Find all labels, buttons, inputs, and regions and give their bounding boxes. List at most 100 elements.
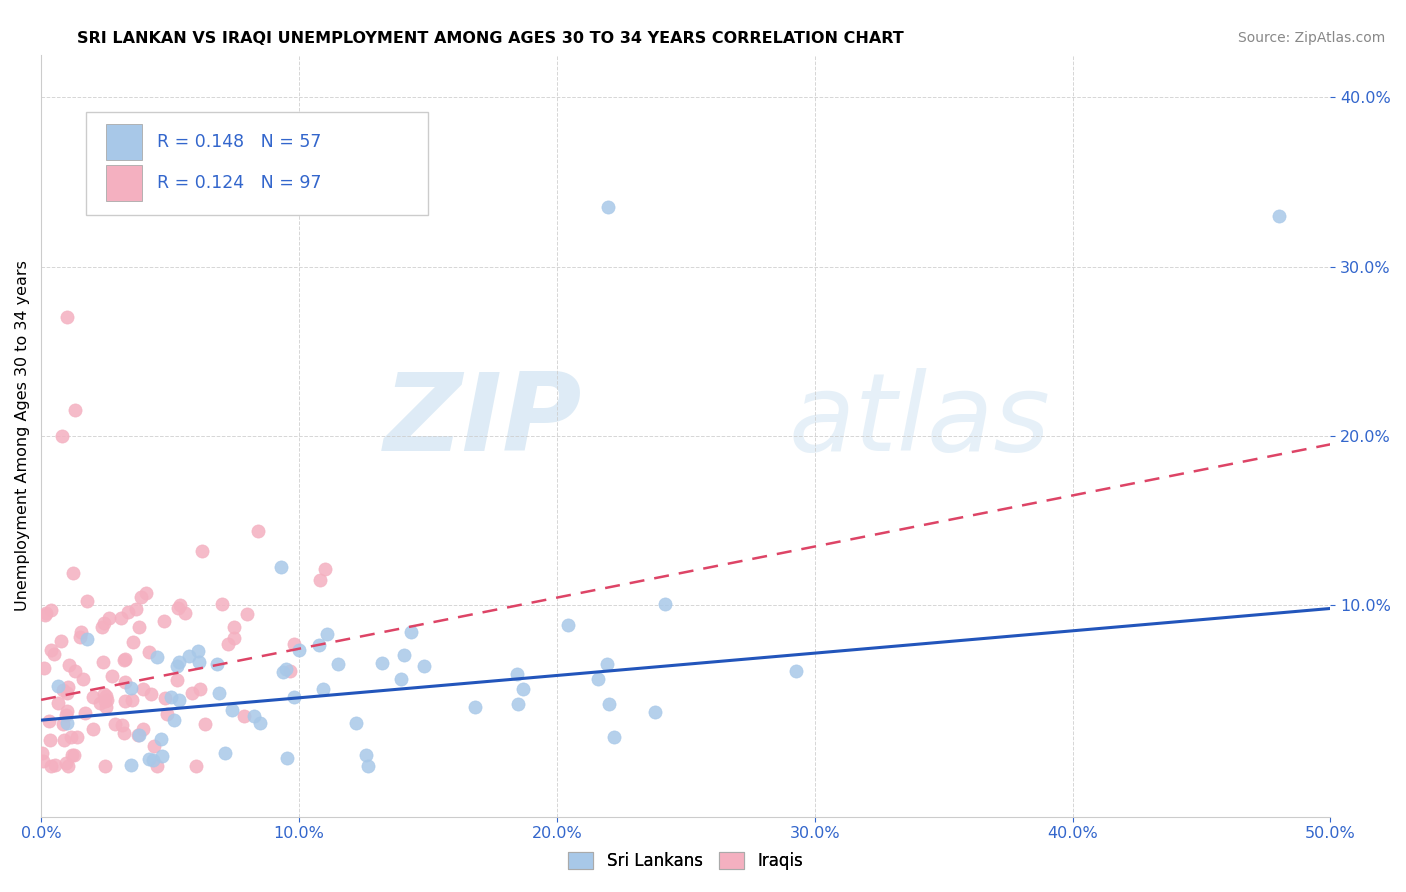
Point [39,643,62,657]
Point [153,691,176,706]
Point [314,562,336,576]
Legend: Sri Lankans, Iraqis: Sri Lankans, Iraqis [561,846,810,877]
Point [181,686,204,700]
Point [512,682,534,697]
Point [308,573,330,587]
Point [112,653,135,667]
Point [247,524,270,538]
Point [110,610,132,624]
Point [142,753,165,767]
Point [785,665,807,679]
Point [122,635,145,649]
Point [150,732,173,747]
Point [188,681,211,696]
Point [46,696,69,710]
Point [129,590,152,604]
Point [167,655,190,669]
Point [166,673,188,687]
Point [278,664,301,678]
Text: R = 0.124   N = 97: R = 0.124 N = 97 [157,174,322,192]
Point [1268,209,1291,223]
Point [104,717,127,731]
Point [44,758,66,772]
Point [55,685,77,699]
Y-axis label: Unemployment Among Ages 30 to 34 years: Unemployment Among Ages 30 to 34 years [15,260,30,611]
Point [38,714,60,728]
Point [596,657,619,671]
Point [52,683,75,698]
Point [401,625,423,640]
Point [94,694,117,708]
Point [58,658,80,673]
Point [73,706,96,721]
Point [128,619,150,633]
Text: atlas: atlas [789,368,1050,473]
Point [274,662,297,676]
Point [55,716,77,731]
Point [644,705,666,719]
Point [34,608,56,623]
Point [72,672,94,686]
Point [60,730,83,744]
Text: Source: ZipAtlas.com: Source: ZipAtlas.com [1237,31,1385,45]
Point [56,310,79,325]
Point [70,625,93,640]
Point [143,739,166,754]
Point [283,637,305,651]
Point [243,708,266,723]
Point [127,728,149,742]
Point [221,703,243,717]
Point [132,722,155,736]
Point [93,615,115,630]
Point [138,645,160,659]
Point [270,560,292,574]
Point [96,699,118,714]
Point [389,672,412,686]
Point [214,746,236,760]
Point [114,651,136,665]
Point [236,607,259,621]
Point [233,709,256,723]
Point [357,759,380,773]
Point [35,606,58,620]
Point [184,759,207,773]
Point [162,713,184,727]
Point [146,759,169,773]
Point [128,728,150,742]
Point [271,665,294,680]
Text: SRI LANKAN VS IRAQI UNEMPLOYMENT AMONG AGES 30 TO 34 YEARS CORRELATION CHART: SRI LANKAN VS IRAQI UNEMPLOYMENT AMONG A… [77,31,904,46]
Point [55,756,77,770]
Point [208,686,231,700]
Point [41,603,63,617]
Point [276,751,298,765]
Point [121,693,143,707]
Point [111,718,134,732]
Point [191,544,214,558]
Bar [86,112,427,215]
Point [464,700,486,714]
Point [91,620,114,634]
Point [82,690,104,705]
Point [188,655,211,669]
Point [392,648,415,662]
Point [76,632,98,646]
Point [413,658,436,673]
Point [506,667,529,681]
Point [167,601,190,615]
Point [156,706,179,721]
Point [38,733,60,747]
Point [69,630,91,644]
Point [598,697,620,711]
Point [120,758,142,772]
Point [173,606,195,620]
Point [506,698,529,712]
Point [205,657,228,672]
Point [120,681,142,695]
Point [153,614,176,628]
Point [94,689,117,703]
Point [187,643,209,657]
Point [328,657,350,671]
Point [62,566,84,580]
Point [66,730,89,744]
Point [166,658,188,673]
